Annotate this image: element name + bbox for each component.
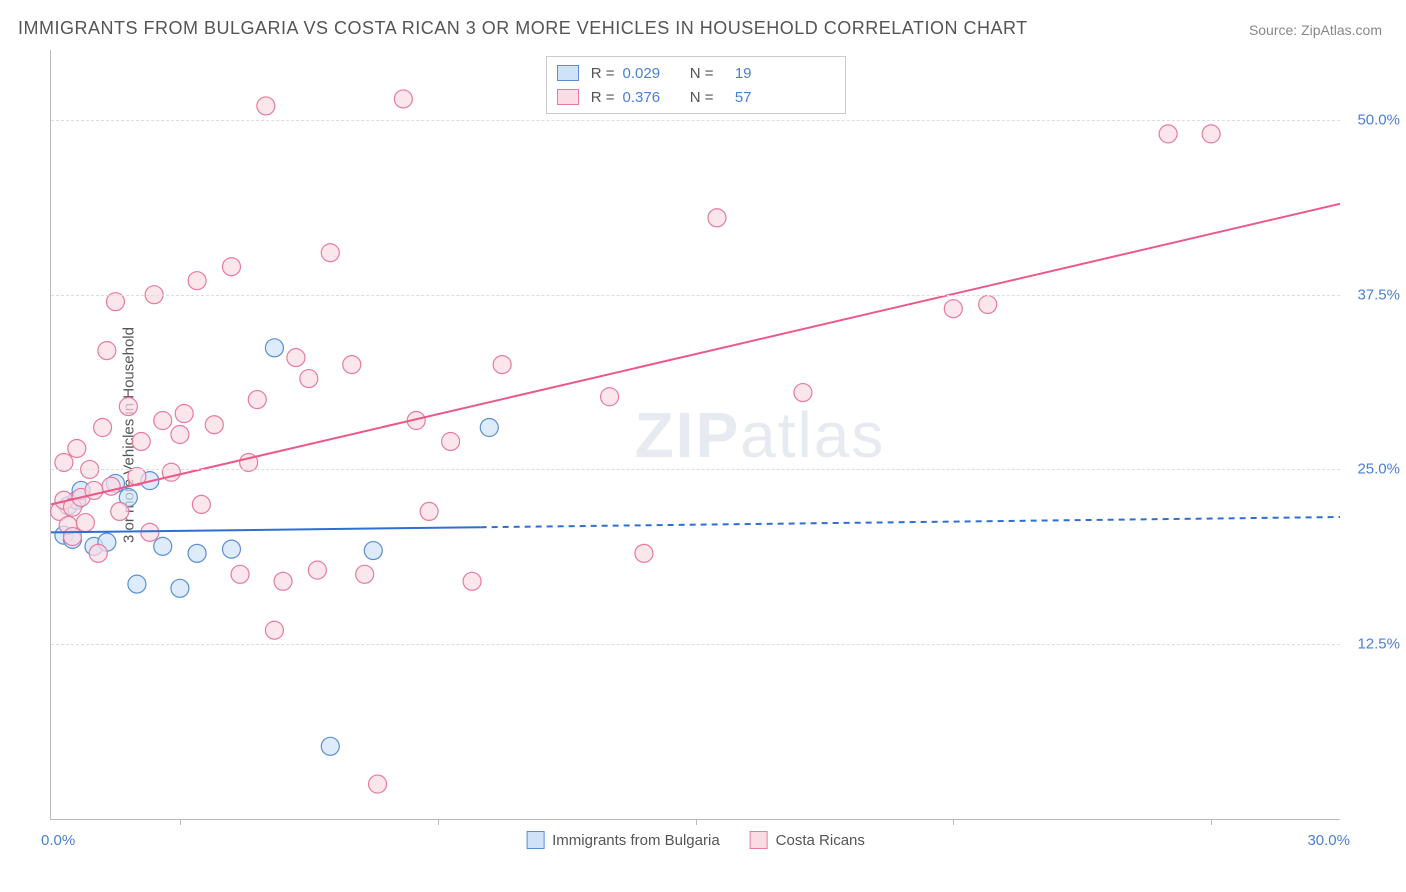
stat-n-0: 19 [722, 65, 752, 82]
stat-r-label: R = [587, 65, 615, 82]
stat-n-label: N = [686, 65, 714, 82]
plot-area: 3 or more Vehicles in Household ZIPatlas… [50, 50, 1340, 820]
stat-r-0: 0.029 [623, 65, 678, 82]
chart-svg [51, 50, 1340, 819]
x-axis-min: 0.0% [41, 832, 75, 849]
legend-item-0: Immigrants from Bulgaria [526, 831, 720, 849]
x-axis-max: 30.0% [1307, 832, 1350, 849]
stat-n-label: N = [686, 89, 714, 106]
source-label: Source: ZipAtlas.com [1249, 22, 1382, 38]
stat-n-1: 57 [722, 89, 752, 106]
stat-row-1: R = 0.376 N = 57 [557, 85, 835, 109]
legend-label-1: Costa Ricans [776, 832, 865, 849]
legend-label-0: Immigrants from Bulgaria [552, 832, 720, 849]
stat-swatch-0 [557, 65, 579, 81]
stat-swatch-1 [557, 89, 579, 105]
legend-item-1: Costa Ricans [750, 831, 865, 849]
stat-row-0: R = 0.029 N = 19 [557, 61, 835, 85]
stat-r-label: R = [587, 89, 615, 106]
chart-title: IMMIGRANTS FROM BULGARIA VS COSTA RICAN … [18, 18, 1028, 39]
legend-swatch-1 [750, 831, 768, 849]
bottom-legend: Immigrants from Bulgaria Costa Ricans [526, 831, 865, 849]
stat-legend: R = 0.029 N = 19 R = 0.376 N = 57 [546, 56, 846, 114]
legend-swatch-0 [526, 831, 544, 849]
stat-r-1: 0.376 [623, 89, 678, 106]
